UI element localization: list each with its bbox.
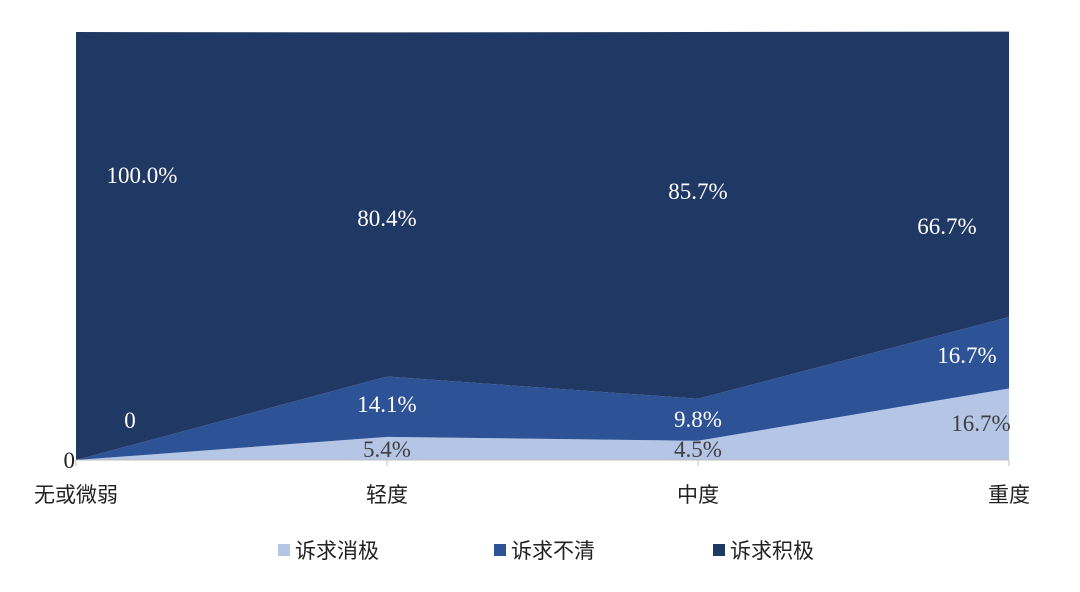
area-series-3 <box>76 31 1009 461</box>
data-label: 100.0% <box>107 163 178 188</box>
axis-layer: 0 无或微弱 轻度 中度 重度 <box>34 448 1030 507</box>
data-label: 14.1% <box>357 392 416 417</box>
area-series-2 <box>76 317 1009 460</box>
legend-label: 诉求积极 <box>730 539 814 563</box>
data-label: 0 <box>124 408 136 433</box>
legend: 诉求消极 诉求不清 诉求积极 <box>278 539 814 563</box>
data-label: 9.8% <box>674 407 722 432</box>
data-label: 4.5% <box>674 437 722 462</box>
data-label-layer: 5.4% 4.5% 16.7% 0 14.1% 9.8% 16.7% 100.0% 80.4% 8… <box>107 163 1011 462</box>
data-label: 16.7% <box>937 343 996 368</box>
legend-item-2: 诉求不清 <box>494 539 595 563</box>
data-label: 85.7% <box>668 179 727 204</box>
area-series-1 <box>76 388 1009 460</box>
legend-swatch <box>494 544 506 556</box>
y-tick-label: 0 <box>64 448 76 473</box>
legend-item-1: 诉求消极 <box>278 539 379 563</box>
data-label: 80.4% <box>357 206 416 231</box>
x-tick-label: 重度 <box>988 483 1030 507</box>
plot-area <box>76 31 1009 461</box>
data-label: 5.4% <box>363 437 411 462</box>
legend-swatch <box>713 544 725 556</box>
x-tick-label: 无或微弱 <box>34 483 118 507</box>
data-label: 66.7% <box>917 214 976 239</box>
data-label: 16.7% <box>951 411 1010 436</box>
legend-item-3: 诉求积极 <box>713 539 814 563</box>
x-tick-label: 中度 <box>677 483 719 507</box>
legend-label: 诉求消极 <box>295 539 379 563</box>
legend-swatch <box>278 544 290 556</box>
x-tick-label: 轻度 <box>366 483 408 507</box>
legend-label: 诉求不清 <box>511 539 595 563</box>
